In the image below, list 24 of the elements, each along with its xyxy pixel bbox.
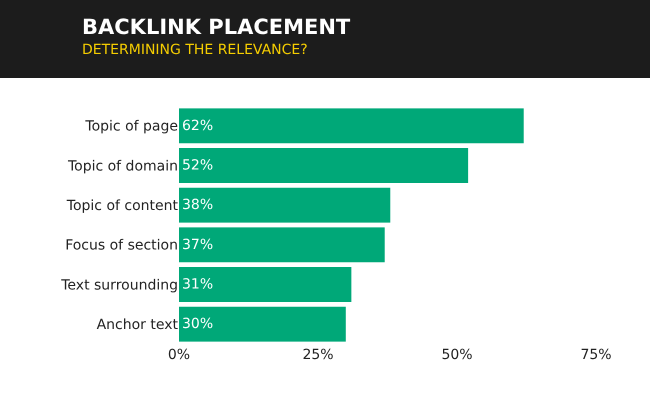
data-label: 38% [182, 197, 214, 214]
bar [179, 306, 346, 342]
bar [179, 188, 390, 223]
x-tick-label: 25% [302, 347, 334, 363]
chart-title: BACKLINK PLACEMENT [82, 14, 352, 40]
data-label: 52% [182, 158, 214, 174]
x-tick-label: 0% [168, 347, 190, 363]
y-tick-label: Anchor text [96, 317, 178, 334]
bar [179, 227, 385, 262]
y-tick-label: Text surrounding [60, 277, 178, 294]
y-tick-label: Topic of domain [66, 158, 178, 174]
data-label: 31% [182, 276, 214, 292]
y-tick-label: Topic of content [66, 198, 178, 214]
bar [179, 108, 524, 144]
x-tick-label: 75% [580, 347, 612, 363]
bar [179, 148, 468, 183]
y-tick-label: Topic of page [84, 118, 178, 135]
data-label: 30% [182, 316, 214, 332]
bar [179, 267, 352, 302]
data-label: 62% [182, 118, 214, 134]
chart-subtitle: DETERMINING THE RELEVANCE? [82, 41, 309, 60]
x-tick-label: 50% [441, 347, 473, 363]
y-tick-label: Focus of section [65, 238, 178, 254]
data-label: 37% [182, 236, 214, 253]
